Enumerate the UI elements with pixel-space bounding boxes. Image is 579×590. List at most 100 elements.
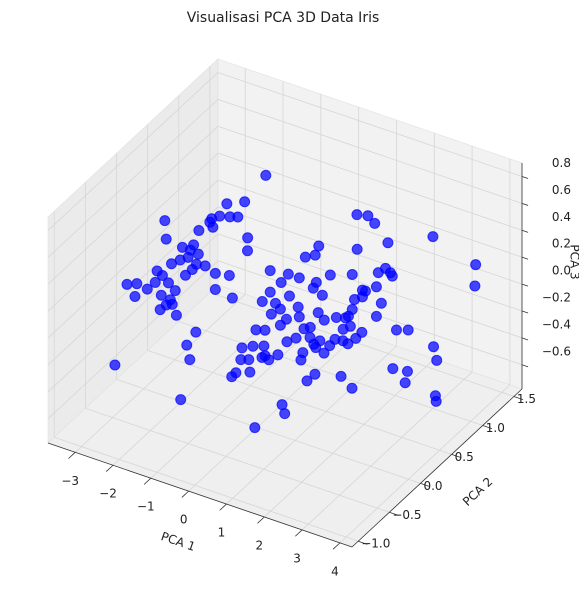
point (226, 371, 238, 383)
point (290, 332, 302, 344)
point (232, 211, 244, 223)
point (330, 311, 342, 323)
z-tick-label: −0.4 (542, 317, 571, 331)
grid-line (47, 99, 219, 258)
grid-line (147, 350, 452, 455)
grid-line (47, 179, 219, 339)
grid-line (217, 98, 523, 204)
x-axis-label: PCA 1 (159, 529, 197, 554)
point (109, 359, 121, 371)
y-tick-label: −0.5 (392, 508, 421, 522)
y-axis-label: PCA 2 (460, 474, 495, 508)
tick-mark (521, 202, 529, 206)
point (470, 259, 482, 271)
point (141, 283, 153, 295)
z-tick-label: 0.2 (552, 237, 571, 251)
grid-line (217, 260, 523, 366)
y-tick-label: 0.5 (455, 450, 474, 464)
point (324, 269, 336, 281)
point (250, 324, 262, 336)
tick-mark (143, 477, 152, 485)
point (260, 169, 272, 181)
point (362, 210, 374, 222)
tick-mark (521, 337, 529, 341)
point (244, 366, 256, 378)
tick-mark (521, 364, 529, 368)
grid-line (47, 260, 219, 420)
grid-line (217, 152, 523, 258)
point (356, 326, 368, 338)
tick-mark (521, 229, 529, 233)
point (346, 303, 358, 315)
point (430, 395, 442, 407)
tick-mark (521, 176, 529, 179)
point (166, 258, 178, 270)
x-tick-label: 2 (255, 538, 263, 552)
point (329, 333, 341, 345)
point (209, 284, 221, 296)
tick-mark (482, 425, 493, 429)
z-tick-label: 0.0 (552, 264, 571, 278)
grid-line (74, 294, 246, 453)
point (190, 326, 202, 338)
point (179, 269, 191, 281)
point (223, 269, 235, 281)
point (390, 324, 402, 336)
tick-mark (105, 464, 114, 472)
y-axis-line (351, 388, 523, 548)
point (160, 233, 172, 245)
z-tick-label: 0.6 (552, 183, 571, 197)
point (221, 198, 233, 210)
tick-mark (521, 283, 529, 287)
point (193, 225, 205, 237)
chart-title: Visualisasi PCA 3D Data Iris (187, 10, 380, 26)
point (175, 394, 187, 406)
grid-line (209, 292, 515, 397)
point (339, 312, 351, 324)
point (264, 265, 276, 277)
point (337, 323, 349, 335)
grid-line (178, 321, 483, 426)
point (313, 240, 325, 252)
point (247, 340, 259, 352)
point (242, 232, 254, 244)
grid-line (54, 436, 359, 542)
grid-line (188, 332, 359, 492)
grid-line (150, 319, 322, 479)
y-tick-label: 1.0 (486, 421, 505, 435)
point (170, 309, 182, 321)
grid-line (85, 407, 390, 513)
point (181, 339, 193, 351)
x-tick-label: −2 (99, 487, 117, 501)
point (351, 209, 363, 221)
point (154, 304, 166, 316)
point (162, 277, 174, 289)
x-axis-line (47, 442, 353, 548)
grid-line (226, 345, 397, 505)
point (382, 237, 394, 249)
point (292, 301, 304, 313)
point (370, 281, 382, 293)
tick-mark (358, 540, 368, 545)
grid-line (116, 378, 421, 484)
point (402, 324, 414, 336)
z-tick-label: −0.2 (542, 290, 571, 304)
point (375, 297, 387, 309)
point (401, 365, 413, 377)
point (356, 291, 368, 303)
point (156, 269, 168, 281)
x-tick-label: −3 (61, 474, 79, 488)
point (169, 285, 181, 297)
x-tick-label: 0 (180, 513, 188, 527)
tick-mark (181, 490, 189, 498)
point (351, 243, 363, 255)
point (318, 347, 330, 359)
tick-mark (295, 529, 303, 537)
point (293, 311, 305, 323)
tick-mark (219, 503, 227, 511)
tick-mark (521, 310, 529, 314)
panes (47, 58, 523, 548)
point (399, 377, 411, 389)
grid-line (301, 371, 473, 531)
